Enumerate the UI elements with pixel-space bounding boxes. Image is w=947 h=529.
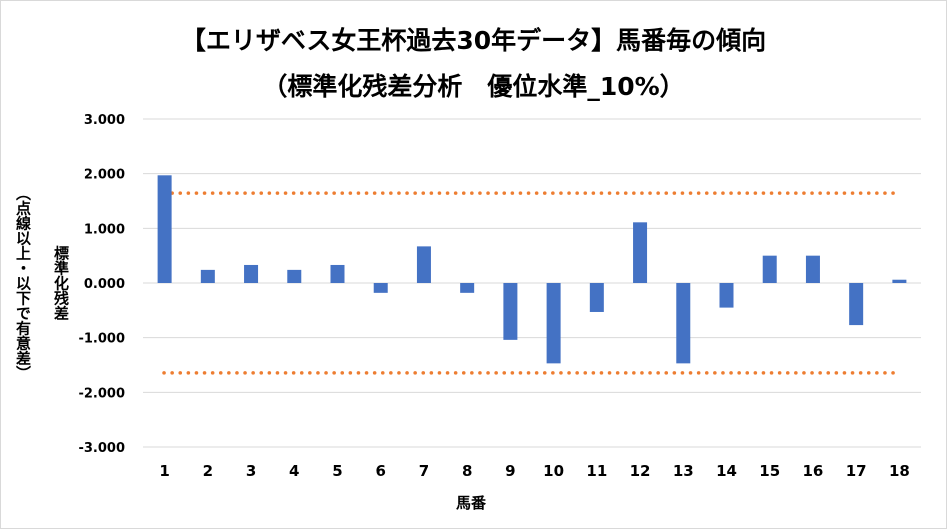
x-tick-label: 16	[803, 462, 824, 480]
bar	[157, 175, 172, 283]
x-tick-label: 3	[246, 462, 256, 480]
x-tick-label: 17	[846, 462, 867, 480]
y-axis-ticks: 3.000 2.000 1.000 0.000 -1.000 -2.000 -3.000	[78, 113, 125, 456]
bar	[373, 283, 388, 293]
x-tick-label: 18	[889, 462, 910, 480]
x-axis-ticks: 1 2 3 4 5 6 7 8 9 10 11 12 13 14 15 16 17 18	[159, 462, 909, 480]
x-tick-label: 5	[332, 462, 342, 480]
bar	[676, 283, 691, 364]
bar	[805, 255, 820, 283]
bar	[503, 283, 518, 340]
bar	[633, 222, 648, 283]
bar	[460, 283, 475, 293]
chart-subtitle: （標準化残差分析 優位水準_10%）	[262, 72, 685, 101]
gridlines	[143, 118, 921, 448]
x-tick-label: 12	[630, 462, 651, 480]
y-tick-label: 0.000	[84, 277, 125, 292]
bar	[589, 283, 604, 312]
x-axis-title: 馬番	[456, 494, 487, 512]
bar	[244, 264, 259, 283]
x-tick-label: 6	[376, 462, 386, 480]
x-tick-label: 8	[462, 462, 472, 480]
y-tick-label: 3.000	[84, 113, 125, 128]
x-tick-label: 13	[673, 462, 694, 480]
y-tick-label: 1.000	[84, 222, 125, 237]
y-tick-label: -2.000	[78, 386, 125, 401]
bar	[546, 283, 561, 364]
x-tick-label: 7	[419, 462, 429, 480]
x-tick-label: 2	[203, 462, 213, 480]
x-tick-label: 9	[505, 462, 515, 480]
y-axis-title: 標準化残差	[52, 245, 70, 321]
bar	[762, 255, 777, 283]
bar	[200, 269, 215, 283]
bar	[416, 246, 431, 283]
y-axis-subtitle: （点線以上・以下で有意差）	[14, 186, 32, 381]
bar	[719, 283, 734, 308]
bars	[157, 175, 907, 364]
threshold-lines	[162, 191, 903, 375]
bar	[849, 283, 864, 326]
x-tick-label: 15	[759, 462, 780, 480]
y-tick-label: -1.000	[78, 332, 125, 347]
chart-title: 【エリザベス女王杯過去30年データ】馬番毎の傾向	[180, 26, 767, 55]
x-tick-label: 14	[716, 462, 737, 480]
bar	[892, 279, 907, 283]
bar	[287, 269, 302, 283]
x-tick-label: 10	[543, 462, 564, 480]
bar	[330, 264, 345, 283]
x-tick-label: 1	[159, 462, 169, 480]
y-tick-label: 2.000	[84, 168, 125, 183]
y-tick-label: -3.000	[78, 441, 125, 456]
x-tick-label: 4	[289, 462, 299, 480]
x-tick-label: 11	[586, 462, 607, 480]
